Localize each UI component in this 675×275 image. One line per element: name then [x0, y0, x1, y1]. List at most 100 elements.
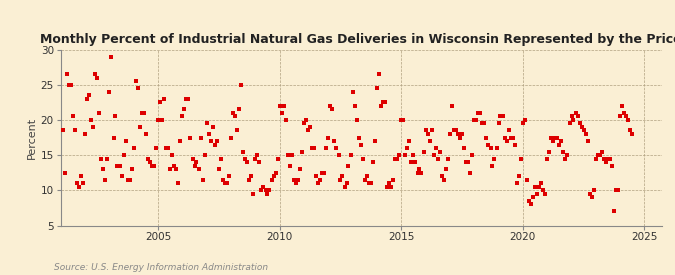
Point	[306, 146, 317, 150]
Point	[467, 153, 478, 157]
Point	[112, 163, 123, 168]
Point	[394, 153, 405, 157]
Point	[595, 153, 605, 157]
Point	[449, 128, 460, 133]
Point	[623, 118, 634, 122]
Point	[144, 160, 155, 164]
Point	[159, 97, 169, 101]
Point	[282, 153, 293, 157]
Point	[440, 167, 451, 171]
Point	[246, 174, 256, 178]
Point	[78, 181, 88, 185]
Point	[70, 128, 80, 133]
Point	[532, 192, 543, 196]
Point	[601, 160, 612, 164]
Point	[410, 160, 421, 164]
Point	[185, 135, 196, 140]
Point	[250, 156, 261, 161]
Point	[609, 209, 620, 214]
Point	[373, 72, 384, 76]
Point	[90, 72, 101, 76]
Point	[195, 135, 206, 140]
Point	[335, 178, 346, 182]
Point	[193, 167, 204, 171]
Point	[181, 97, 192, 101]
Point	[464, 170, 475, 175]
Point	[219, 181, 230, 185]
Point	[392, 156, 402, 161]
Point	[223, 174, 234, 178]
Point	[578, 128, 589, 133]
Point	[619, 111, 630, 115]
Point	[572, 114, 583, 119]
Point	[290, 181, 301, 185]
Point	[591, 156, 601, 161]
Point	[302, 128, 313, 133]
Point	[96, 156, 107, 161]
Point	[317, 170, 327, 175]
Point	[321, 146, 331, 150]
Point	[625, 128, 636, 133]
Point	[552, 135, 563, 140]
Point	[248, 192, 259, 196]
Point	[211, 139, 222, 143]
Point	[398, 118, 408, 122]
Point	[570, 111, 581, 115]
Point	[276, 111, 287, 115]
Point	[213, 167, 224, 171]
Point	[258, 185, 269, 189]
Point	[280, 118, 291, 122]
Point	[522, 178, 533, 182]
Point	[266, 178, 277, 182]
Point	[383, 181, 394, 185]
Point	[262, 192, 273, 196]
Point	[331, 146, 342, 150]
Point	[544, 149, 555, 154]
Point	[114, 163, 125, 168]
Point	[347, 90, 358, 94]
Point	[538, 188, 549, 192]
Point	[546, 135, 557, 140]
Point	[333, 153, 344, 157]
Point	[534, 185, 545, 189]
Point	[268, 174, 279, 178]
Point	[402, 146, 412, 150]
Point	[613, 188, 624, 192]
Point	[327, 107, 338, 112]
Point	[80, 132, 90, 136]
Point	[479, 121, 490, 126]
Point	[286, 153, 297, 157]
Point	[510, 142, 520, 147]
Point	[420, 128, 431, 133]
Point	[171, 167, 182, 171]
Point	[74, 185, 84, 189]
Point	[504, 128, 514, 133]
Point	[431, 146, 441, 150]
Point	[414, 167, 425, 171]
Point	[512, 181, 522, 185]
Point	[341, 181, 352, 185]
Point	[418, 149, 429, 154]
Point	[203, 132, 214, 136]
Point	[207, 125, 218, 129]
Point	[126, 167, 137, 171]
Point	[597, 149, 608, 154]
Point	[540, 192, 551, 196]
Point	[574, 121, 585, 126]
Point	[501, 139, 512, 143]
Point	[396, 118, 406, 122]
Point	[110, 114, 121, 119]
Point	[183, 97, 194, 101]
Point	[329, 139, 340, 143]
Point	[585, 192, 595, 196]
Point	[169, 163, 180, 168]
Point	[167, 153, 178, 157]
Point	[284, 163, 295, 168]
Point	[161, 146, 171, 150]
Point	[252, 153, 263, 157]
Point	[385, 185, 396, 189]
Point	[155, 100, 165, 104]
Point	[433, 156, 443, 161]
Point	[88, 125, 99, 129]
Point	[72, 181, 82, 185]
